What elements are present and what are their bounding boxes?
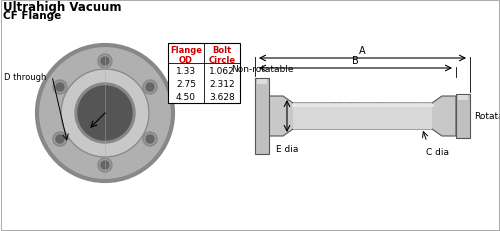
Text: Non-rotatable: Non-rotatable (231, 65, 293, 74)
Polygon shape (255, 79, 269, 154)
Text: Bolt
Circle: Bolt Circle (208, 46, 236, 65)
Circle shape (101, 161, 109, 169)
Text: 2.75: 2.75 (176, 79, 196, 88)
Bar (168, 44, 240, 103)
Polygon shape (456, 94, 470, 138)
Circle shape (143, 132, 157, 146)
Text: 3.628: 3.628 (209, 92, 235, 101)
Text: 1.062: 1.062 (209, 67, 235, 76)
Text: 2.312: 2.312 (209, 79, 235, 88)
Text: A: A (359, 46, 366, 56)
Circle shape (146, 84, 154, 92)
Circle shape (56, 135, 64, 143)
Text: B: B (352, 56, 359, 66)
Text: CF Flange: CF Flange (3, 11, 62, 21)
Circle shape (144, 82, 156, 93)
Circle shape (143, 81, 157, 94)
Circle shape (144, 134, 156, 145)
Circle shape (56, 84, 64, 92)
Circle shape (53, 132, 67, 146)
Circle shape (100, 160, 110, 171)
Circle shape (37, 46, 173, 181)
Text: Flange
OD: Flange OD (170, 46, 202, 65)
Circle shape (146, 135, 154, 143)
Text: C dia: C dia (426, 147, 448, 156)
Circle shape (53, 81, 67, 94)
Circle shape (54, 134, 66, 145)
Text: Ultrahigh Vacuum: Ultrahigh Vacuum (3, 1, 122, 14)
Circle shape (98, 55, 112, 69)
Polygon shape (458, 96, 468, 100)
Circle shape (61, 70, 149, 157)
Text: 1.33: 1.33 (176, 67, 196, 76)
Text: Rotatable: Rotatable (474, 112, 500, 121)
Circle shape (54, 82, 66, 93)
Text: 4.50: 4.50 (176, 92, 196, 101)
Polygon shape (257, 80, 267, 85)
Circle shape (100, 56, 110, 67)
Circle shape (75, 84, 135, 143)
Text: ACE Glass Products, Inc.: ACE Glass Products, Inc. (322, 102, 448, 112)
Circle shape (98, 158, 112, 172)
Circle shape (101, 58, 109, 66)
Polygon shape (293, 103, 432, 129)
Polygon shape (269, 97, 456, 137)
Circle shape (78, 87, 132, 140)
Text: D through: D through (4, 72, 46, 81)
Text: E dia: E dia (276, 144, 298, 153)
